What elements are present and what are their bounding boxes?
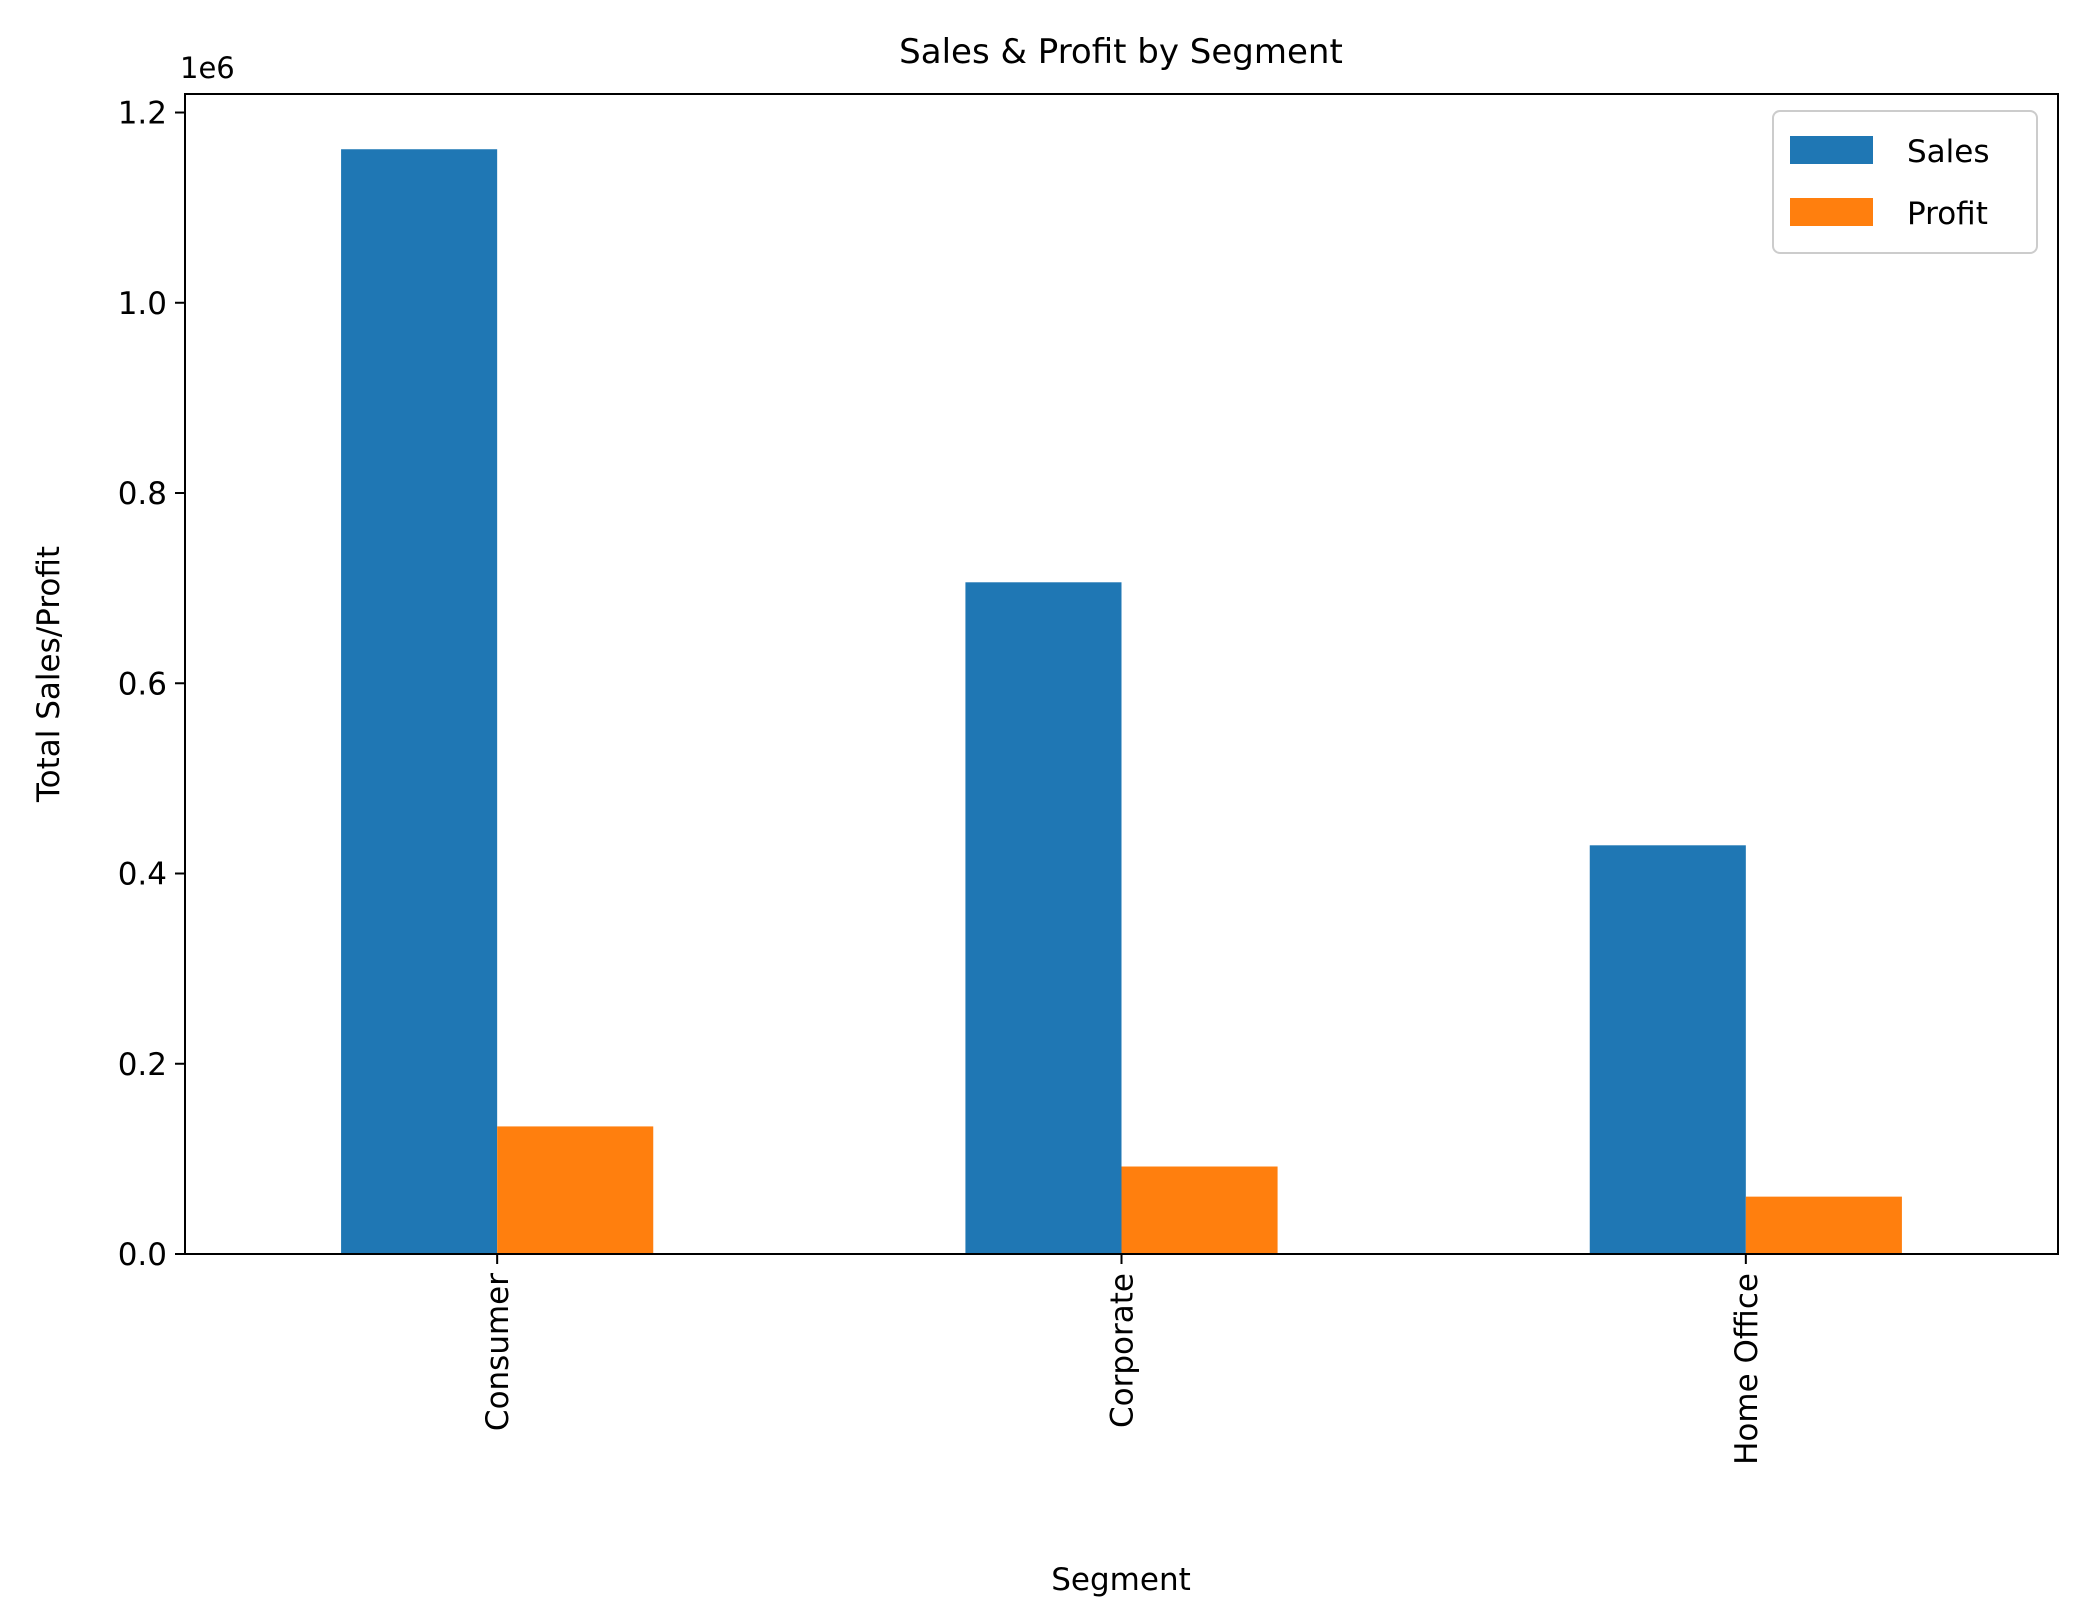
x-axis-ticks: Consumer Corporate Home Office — [480, 1254, 1765, 1465]
legend: Sales Profit — [1772, 110, 2038, 254]
legend-label-profit: Profit — [1907, 196, 1988, 232]
bar-sales-home-office — [1589, 845, 1746, 1254]
y-axis-ticks: 0.0 0.2 0.4 0.6 0.8 1.0 1.2 — [118, 96, 185, 1273]
chart-title: Sales & Profit by Segment — [899, 32, 1343, 72]
bar-profit-corporate — [1121, 1166, 1278, 1254]
y-axis-offset-label: 1e6 — [180, 51, 235, 85]
y-tick-label: 0.0 — [118, 1237, 167, 1273]
y-tick-label: 0.2 — [118, 1047, 167, 1083]
bar-profit-consumer — [497, 1126, 654, 1254]
x-tick-label-consumer: Consumer — [480, 1273, 516, 1431]
y-tick-label: 1.0 — [118, 286, 167, 322]
legend-swatch-profit — [1790, 198, 1873, 226]
plot-frame — [184, 93, 2059, 1255]
y-tick-label: 0.6 — [118, 666, 167, 702]
y-tick-label: 0.8 — [118, 476, 167, 512]
x-axis-label: Segment — [1051, 1562, 1191, 1598]
bars — [341, 149, 1902, 1255]
y-tick-label: 0.4 — [118, 857, 167, 893]
y-axis-label: Total Sales/Profit — [31, 546, 67, 803]
x-tick-label-home-office: Home Office — [1729, 1273, 1765, 1465]
bar-sales-corporate — [965, 582, 1122, 1254]
legend-frame — [1772, 110, 2038, 254]
bar-profit-home-office — [1745, 1196, 1902, 1254]
x-tick-label-corporate: Corporate — [1105, 1273, 1141, 1428]
legend-swatch-sales — [1790, 136, 1873, 164]
y-tick-label: 1.2 — [118, 96, 167, 132]
bar-sales-consumer — [341, 149, 498, 1255]
legend-label-sales: Sales — [1907, 134, 1990, 170]
